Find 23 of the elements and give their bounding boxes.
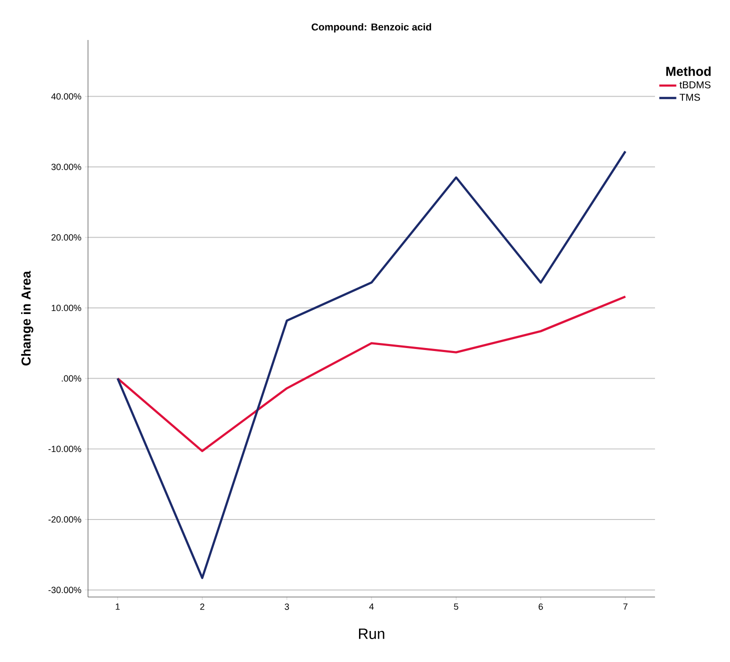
x-tick-label: 1	[116, 604, 120, 610]
y-tick-label: 40.00%	[51, 93, 82, 100]
x-tick-label: 5	[454, 604, 458, 610]
y-tick-label: 10.00%	[52, 304, 82, 312]
chart-title: Compound: Benzoic acid	[312, 23, 432, 32]
x-tick-label: 3	[284, 604, 289, 610]
line-series	[116, 296, 626, 452]
y-tick-label: -30.00%	[48, 586, 82, 594]
y-axis-title: Change in Area	[21, 270, 34, 366]
legend-title: Method	[666, 66, 711, 76]
x-tick-label: 4	[369, 604, 374, 610]
legend-label: TMS	[680, 94, 700, 101]
x-tick-label: 2	[200, 604, 204, 610]
x-tick-label: 6	[538, 604, 543, 610]
legend-label: tBDMS	[680, 81, 710, 88]
y-tick-label: 30.00%	[51, 164, 82, 170]
line-series	[116, 150, 626, 580]
x-axis-title: Run	[359, 628, 384, 640]
y-tick-label: -20.00%	[48, 516, 82, 523]
y-tick-label: -10.00%	[48, 446, 82, 452]
y-tick-label: .00%	[62, 375, 82, 382]
y-tick-label: 20.00%	[52, 234, 82, 241]
x-tick-label: 7	[623, 604, 628, 610]
